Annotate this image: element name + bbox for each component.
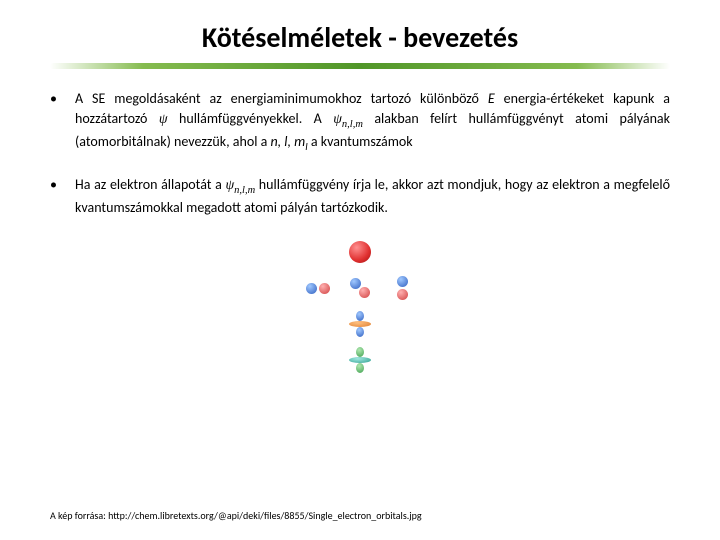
orbital-2pz xyxy=(388,274,416,302)
bullet-2: • Ha az elektron állapotát a ψn,l,m hull… xyxy=(50,175,670,218)
orbital-4f-4 xyxy=(346,346,374,374)
orbital-pyramid xyxy=(220,238,500,374)
orbital-4f-6 xyxy=(430,346,458,374)
orbital-2py xyxy=(346,274,374,302)
content-area: • A SE megoldásaként az energiaminimumok… xyxy=(0,89,720,374)
page-title: Kötéselméletek - bevezetés xyxy=(0,0,720,63)
var-psi: ψ xyxy=(159,112,168,127)
bullet-1-text: A SE megoldásaként az energiaminimumokho… xyxy=(75,89,670,155)
text: A SE megoldásaként az energiaminimumokho… xyxy=(75,90,488,107)
orbital-3d-2 xyxy=(304,310,332,338)
text: a kvantumszámok xyxy=(308,133,413,150)
orbital-3d-4 xyxy=(388,310,416,338)
bullet-1: • A SE megoldásaként az energiaminimumok… xyxy=(50,89,670,155)
var-nlml: n, l, ml xyxy=(270,133,307,150)
orbital-4f-7 xyxy=(472,346,500,374)
orbital-4f-5 xyxy=(388,346,416,374)
orbital-2px xyxy=(304,274,332,302)
orbital-4f-3 xyxy=(304,346,332,374)
orbital-row-p xyxy=(304,274,416,302)
var-psi-nlm: ψn,l,m xyxy=(333,112,363,127)
title-underline xyxy=(50,63,670,69)
orbital-3d-5 xyxy=(430,310,458,338)
orbital-4f-2 xyxy=(262,346,290,374)
orbital-3d-1 xyxy=(262,310,290,338)
text: hullámfüggvényekkel. A xyxy=(168,110,334,127)
var-psi-nlm: ψn,l,m xyxy=(225,178,255,193)
bullet-2-text: Ha az elektron állapotát a ψn,l,m hullám… xyxy=(75,175,670,218)
orbital-3d-3 xyxy=(346,310,374,338)
orbital-1s xyxy=(346,238,374,266)
image-credit: A kép forrása: http://chem.libretexts.or… xyxy=(50,509,422,522)
orbital-diagram xyxy=(50,238,670,374)
orbital-row-d xyxy=(262,310,458,338)
var-E: E xyxy=(488,90,495,107)
orbital-row-f xyxy=(220,346,500,374)
text: Ha az elektron állapotát a xyxy=(75,176,225,193)
orbital-4f-1 xyxy=(220,346,248,374)
bullet-marker: • xyxy=(50,175,75,218)
bullet-marker: • xyxy=(50,89,75,155)
orbital-row-s xyxy=(346,238,374,266)
